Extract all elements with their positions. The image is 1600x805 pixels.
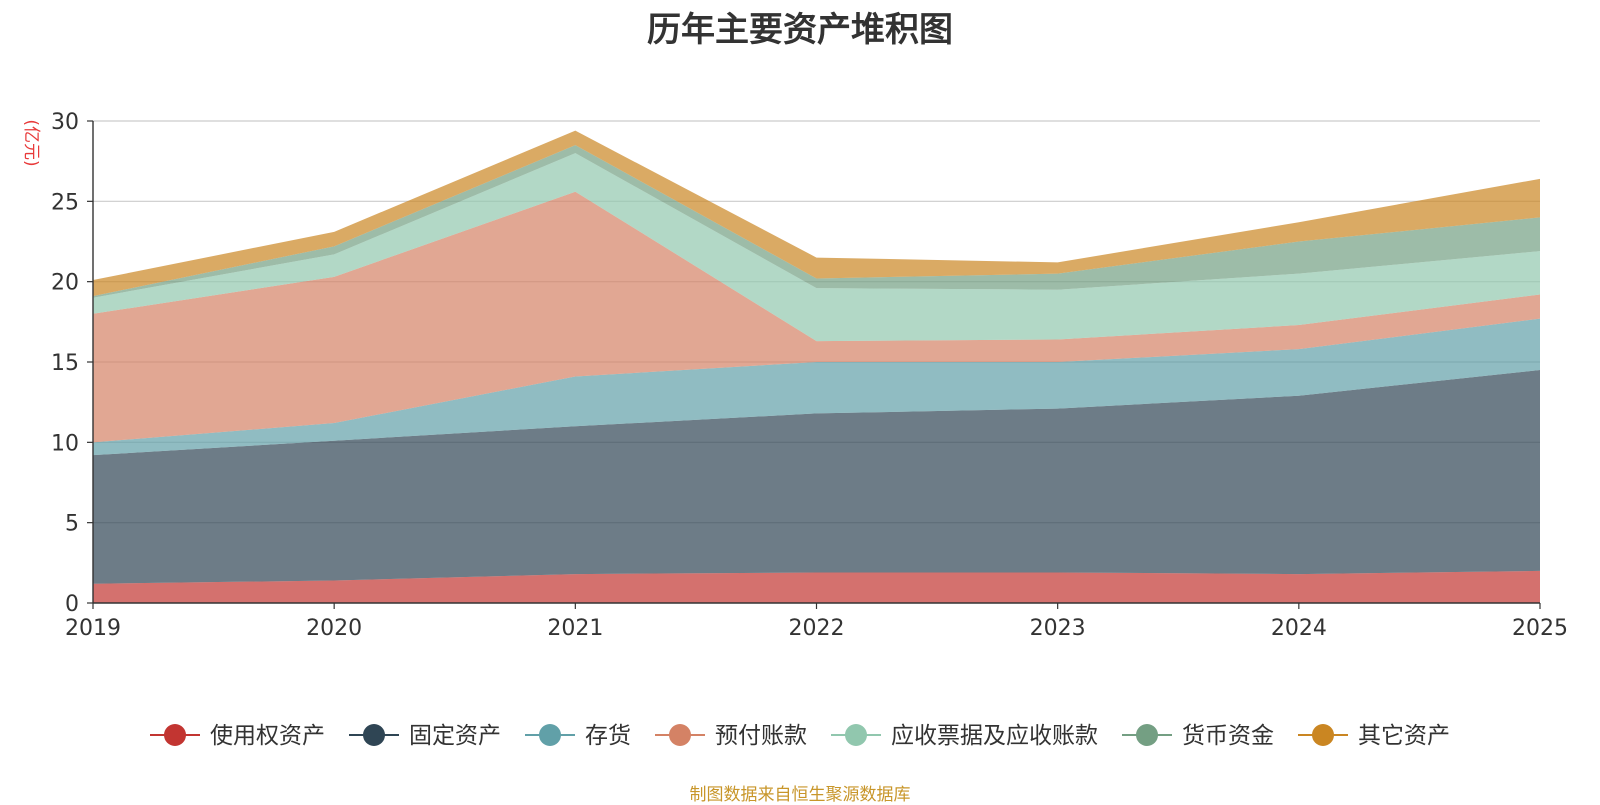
area-series-3 [93,318,1540,456]
legend-marker [539,724,561,746]
area-series-5 [93,153,1540,342]
legend-label: 固定资产 [409,723,501,749]
legend[interactable]: 使用权资产 固定资产 存货 预付账款 应收票据及应收账款 货币资金 其它资产 [150,723,1450,749]
x-tick-label: 2019 [65,616,121,641]
legend-item-4[interactable]: 预付账款 [655,723,807,749]
x-tick-label: 2022 [789,616,845,641]
legend-marker [845,724,867,746]
legend-label: 预付账款 [715,723,807,749]
area-series-7 [93,130,1540,297]
chart-title: 历年主要资产堆积图 [647,10,953,50]
legend-label: 使用权资产 [210,723,325,749]
legend-item-6[interactable]: 货币资金 [1122,723,1274,749]
legend-marker [669,724,691,746]
x-tick-label: 2020 [306,616,362,641]
area-series-1 [93,570,1540,603]
y-axis-label: (亿元) [21,119,41,166]
y-tick-label: 30 [51,110,79,135]
area-series-4 [93,191,1540,443]
legend-marker [164,724,186,746]
legend-label: 货币资金 [1182,723,1274,749]
legend-label: 应收票据及应收账款 [891,723,1098,749]
legend-marker [1312,724,1334,746]
y-tick-label: 0 [65,592,79,617]
legend-item-5[interactable]: 应收票据及应收账款 [831,723,1098,749]
y-tick-label: 20 [51,271,79,296]
legend-item-3[interactable]: 存货 [525,723,631,749]
legend-item-1[interactable]: 使用权资产 [150,723,325,749]
area-series-6 [93,145,1540,298]
legend-item-2[interactable]: 固定资产 [349,723,501,749]
x-tick-label: 2024 [1271,616,1327,641]
legend-label: 存货 [585,723,631,749]
area-series-2 [93,370,1540,584]
source-note: 制图数据来自恒生聚源数据库 [689,785,911,805]
legend-marker [1136,724,1158,746]
x-tick-label: 2023 [1030,616,1086,641]
legend-label: 其它资产 [1358,723,1450,749]
x-tick-label: 2021 [547,616,603,641]
y-tick-label: 15 [51,351,79,376]
y-tick-label: 10 [51,431,79,456]
legend-item-7[interactable]: 其它资产 [1298,723,1450,749]
x-tick-label: 2025 [1512,616,1568,641]
legend-marker [363,724,385,746]
y-tick-label: 25 [51,190,79,215]
area-series-group [93,130,1540,603]
y-tick-label: 5 [65,512,79,537]
